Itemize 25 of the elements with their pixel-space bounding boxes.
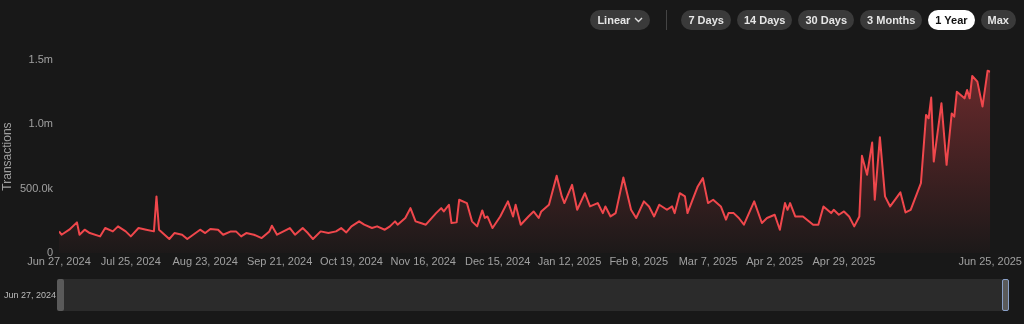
text: 30 Days — [805, 14, 848, 26]
text: Jun 27, 2024 — [4, 290, 57, 300]
y-axis-title: Transactions — [0, 122, 14, 191]
text: 14 Days — [743, 14, 786, 26]
text: Linear — [597, 14, 631, 26]
text: 3 Months — [867, 14, 916, 26]
x-tick-label: Dec 15, 2024 — [464, 254, 531, 267]
y-tick-label: 0 — [46, 246, 53, 259]
x-tick-label: Nov 16, 2024 — [390, 254, 456, 267]
y-tick-label: 1.0m — [28, 117, 53, 130]
x-tick-label: Jan 12, 2025 — [537, 254, 602, 267]
text: 1 Year — [935, 14, 968, 26]
y-tick-label: 1.5m — [28, 53, 53, 66]
x-tick-label: Jul 25, 2024 — [100, 254, 161, 267]
text: 7 Days — [688, 14, 724, 26]
x-tick-label: Apr 29, 2025 — [812, 254, 876, 267]
x-tick-label: Mar 7, 2025 — [678, 254, 738, 267]
x-tick-label: Sep 21, 2024 — [246, 254, 313, 267]
y-tick-label: 500.0k — [19, 181, 54, 194]
x-tick-label: Feb 8, 2025 — [609, 254, 669, 267]
x-tick-label: Jun 25, 2025 — [958, 254, 1023, 267]
x-tick-label: Apr 2, 2025 — [746, 254, 804, 267]
x-tick-label: Oct 19, 2024 — [319, 254, 383, 267]
text: Max — [987, 14, 1009, 26]
x-tick-label: Aug 23, 2024 — [172, 254, 238, 267]
